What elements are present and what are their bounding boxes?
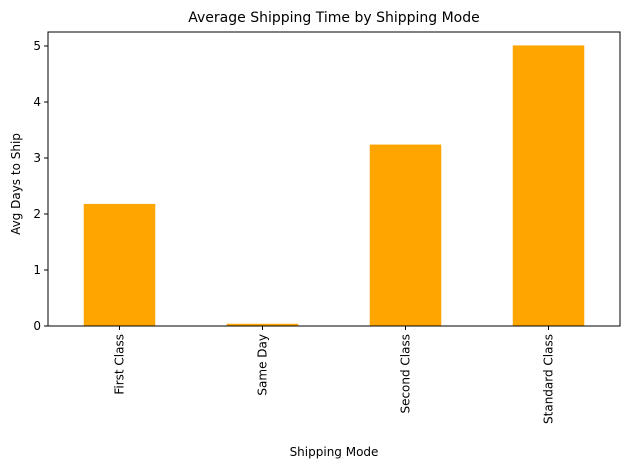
bars-group — [83, 45, 585, 326]
bar-standard-class — [512, 45, 585, 326]
x-axis-label: Shipping Mode — [290, 445, 379, 459]
plot-frame — [47, 31, 621, 327]
bar-second-class — [369, 144, 442, 326]
y-tick-label: 2 — [33, 207, 41, 221]
y-tick-label: 3 — [33, 151, 41, 165]
x-tick-label: Standard Class — [542, 334, 556, 424]
x-tick-label: Second Class — [399, 334, 413, 414]
x-axis-ticks: First Class Same Day Second Class Standard … — [113, 326, 556, 424]
bar-same-day — [226, 323, 299, 326]
y-tick-label: 1 — [33, 263, 41, 277]
y-axis-label: Avg Days to Ship — [9, 133, 23, 235]
y-tick-label: 4 — [33, 95, 41, 109]
y-axis-ticks: 0 1 2 3 4 5 — [33, 39, 48, 333]
x-tick-label: First Class — [113, 334, 127, 395]
bar-first-class — [83, 203, 156, 326]
x-tick-label: Same Day — [256, 334, 270, 396]
chart-title: Average Shipping Time by Shipping Mode — [188, 10, 479, 26]
y-tick-label: 5 — [33, 39, 41, 53]
y-tick-label: 0 — [33, 319, 41, 333]
